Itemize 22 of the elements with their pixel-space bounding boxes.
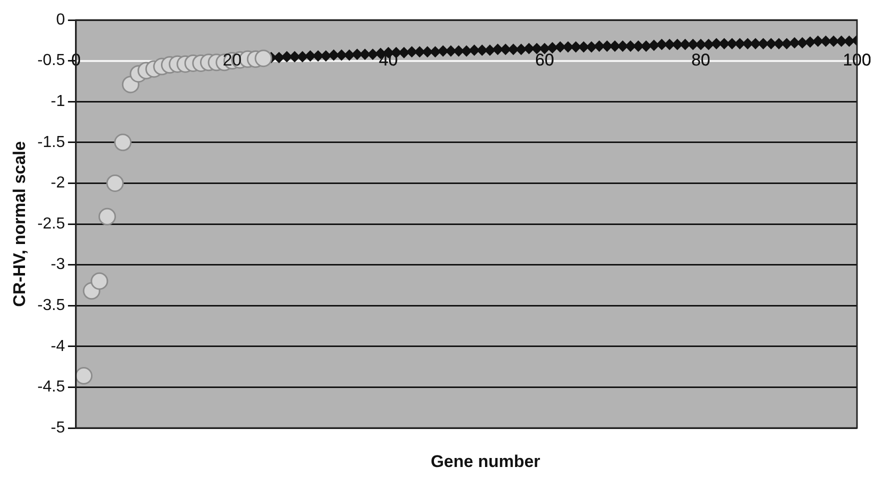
x-tick-label: 20 <box>222 50 242 70</box>
point <box>76 367 93 385</box>
y-tick-label: -1 <box>50 93 66 110</box>
y-tick-label: -3 <box>50 256 66 274</box>
y-tick-label: -2 <box>50 174 66 192</box>
point <box>90 272 108 290</box>
y-tick-label: -5 <box>50 419 66 436</box>
point <box>98 208 116 226</box>
y-tick-label: -4.5 <box>37 378 66 396</box>
point <box>254 50 272 68</box>
x-tick-label: 60 <box>535 50 554 70</box>
point <box>106 174 124 192</box>
y-tick-label: 0 <box>56 11 66 28</box>
y-tick-label: -4 <box>50 338 66 355</box>
y-tick-label: -3.5 <box>37 297 66 314</box>
y-tick-label: -0.5 <box>37 52 66 70</box>
point <box>114 134 132 152</box>
x-axis-title: Gene number <box>430 452 542 472</box>
x-tick-label: 80 <box>691 50 710 70</box>
y-axis-title: CR-HV, normal scale <box>10 141 29 307</box>
y-tick-label: -2.5 <box>37 215 66 232</box>
y-tick-label: -1.5 <box>37 134 66 151</box>
